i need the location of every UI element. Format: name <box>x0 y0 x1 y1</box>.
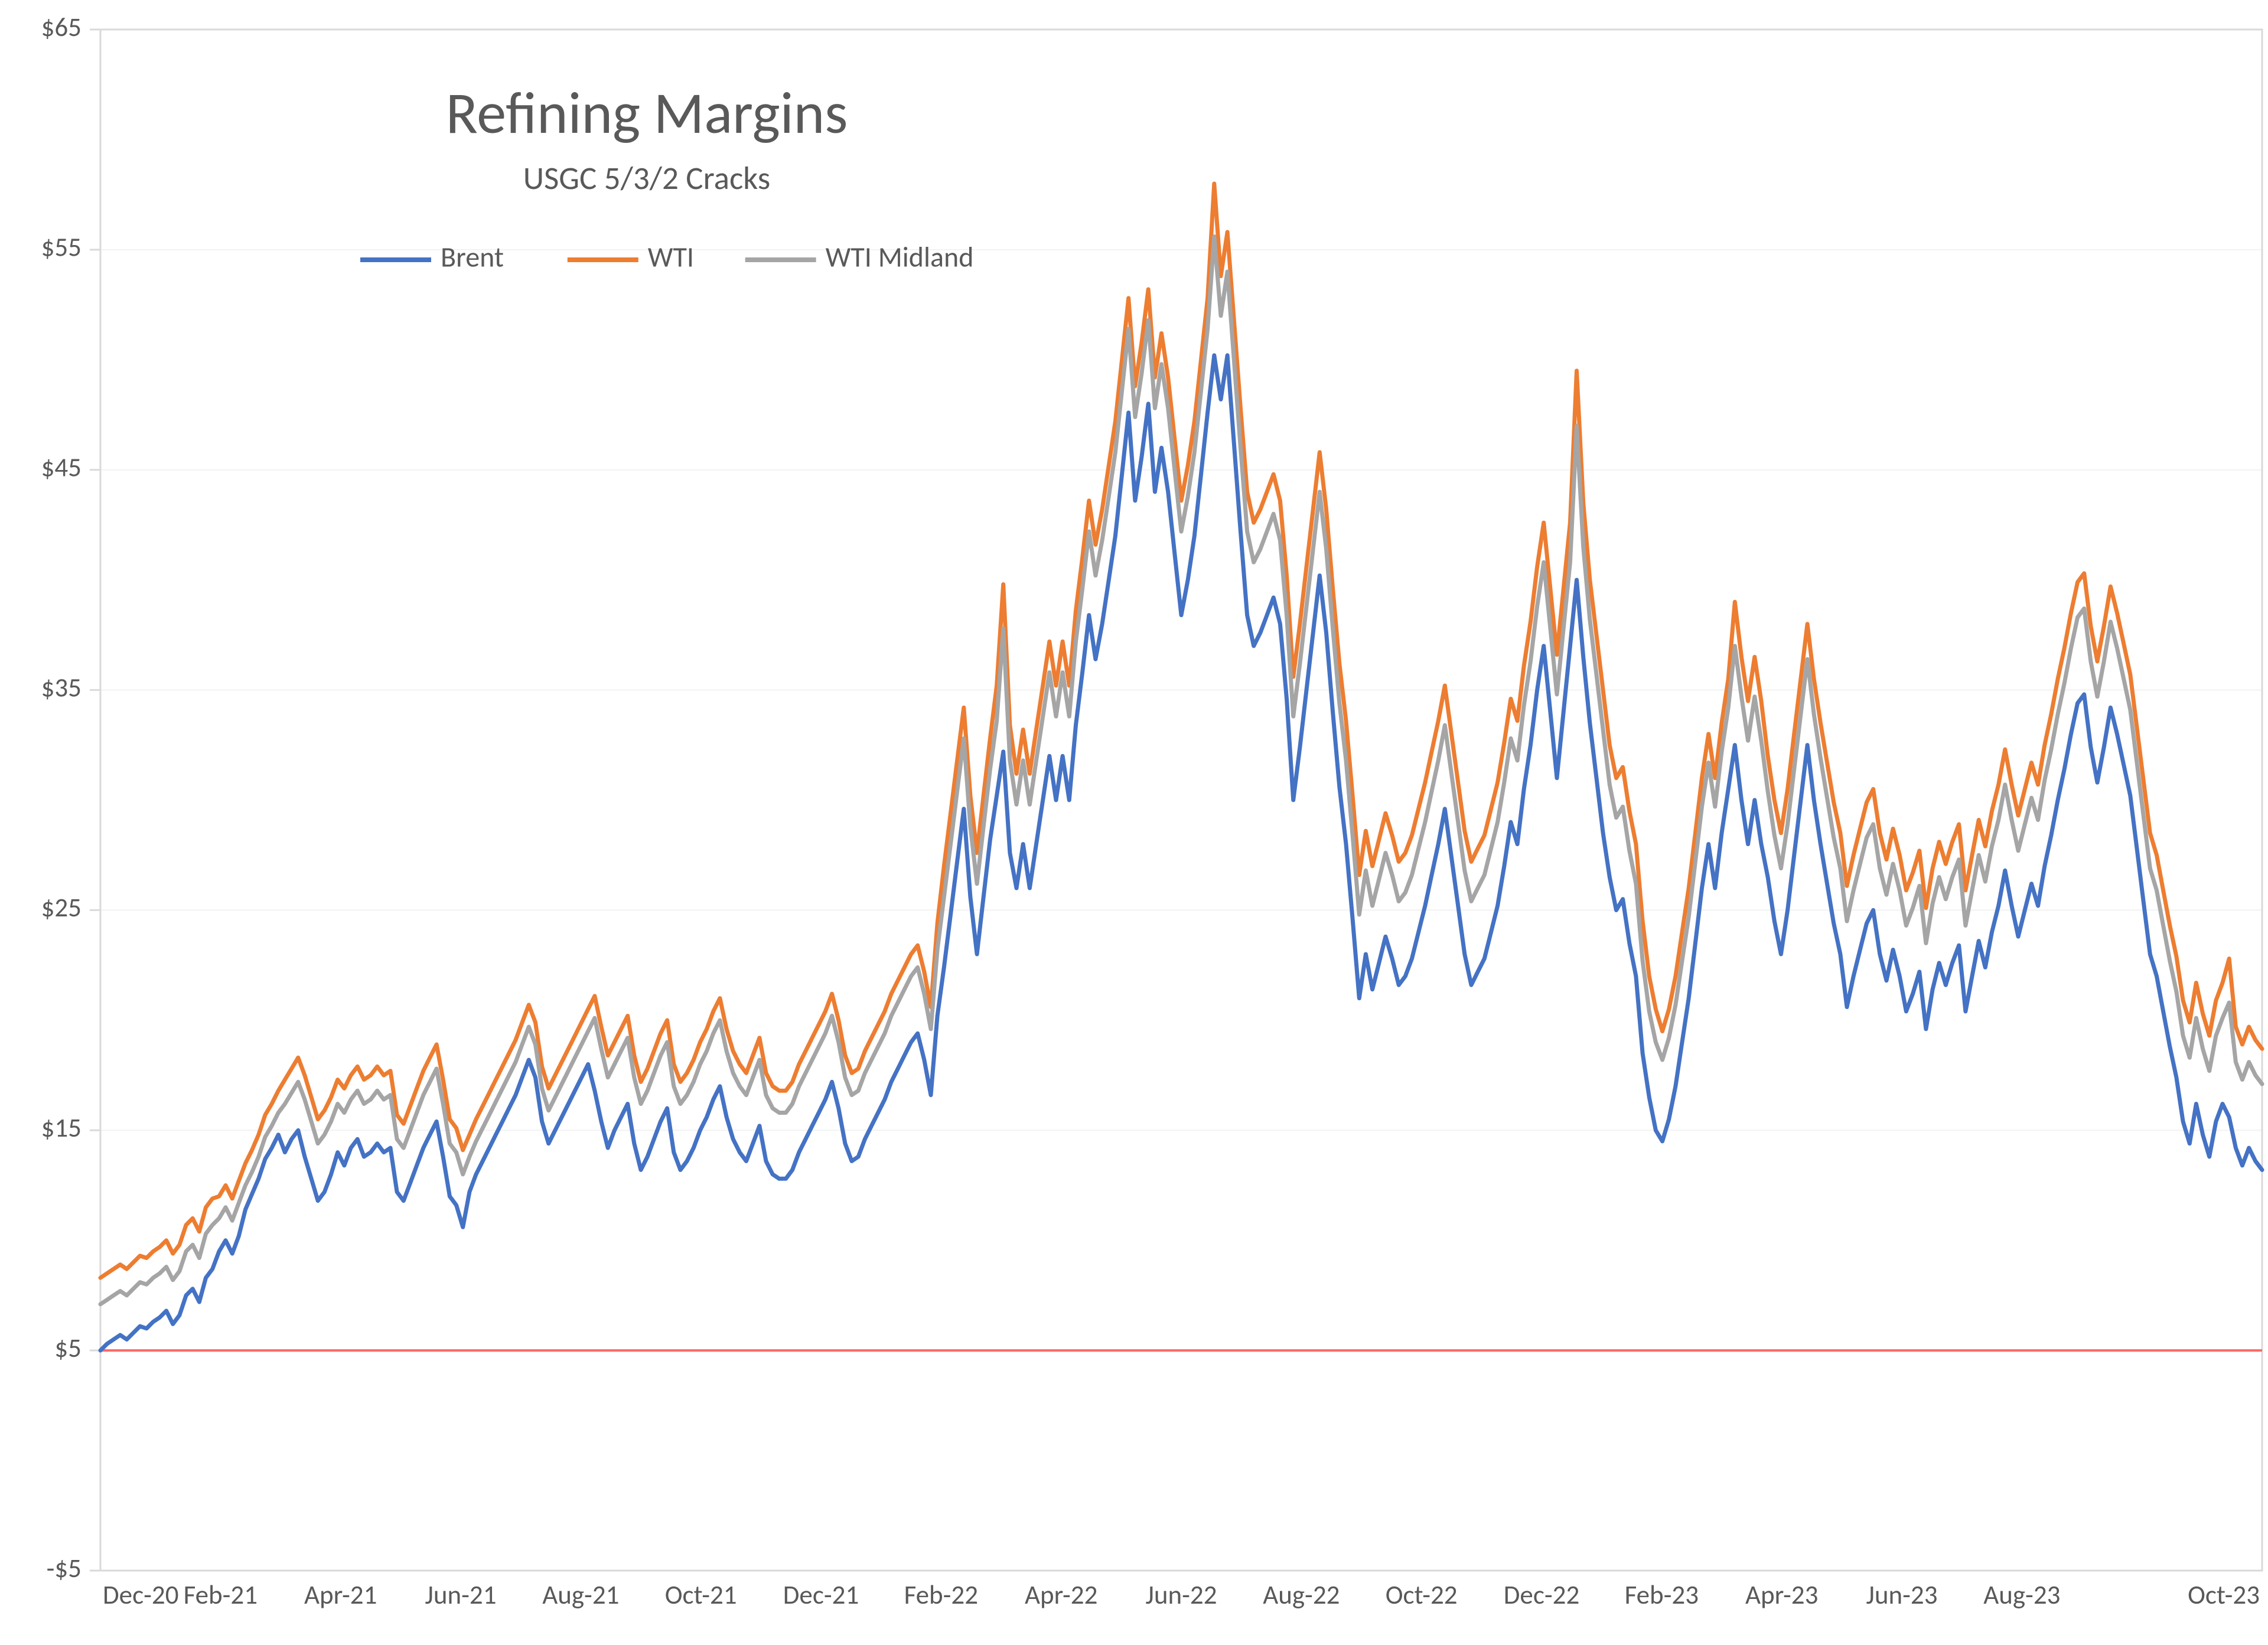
y-tick-label: -$5 <box>47 1552 82 1585</box>
x-tick-label: Feb-22 <box>904 1579 978 1611</box>
legend-label-brent: Brent <box>441 239 504 274</box>
x-tick-label: Apr-21 <box>304 1579 377 1611</box>
x-tick-label: Dec-21 <box>783 1579 859 1611</box>
x-tick-label: Dec-22 <box>1504 1579 1580 1611</box>
x-tick-label: Jun-23 <box>1866 1579 1937 1611</box>
x-tick-label: Aug-22 <box>1263 1579 1340 1611</box>
x-tick-label: Jun-21 <box>425 1579 496 1611</box>
y-tick-label: $25 <box>41 892 82 924</box>
x-tick-label: Aug-21 <box>542 1579 619 1611</box>
x-tick-label: Oct-21 <box>665 1579 737 1611</box>
x-tick-label: Feb-23 <box>1625 1579 1699 1611</box>
x-tick-label: Oct-23 <box>2188 1579 2260 1611</box>
y-tick-label: $55 <box>41 231 82 264</box>
chart-title: Refining Margins <box>446 77 848 149</box>
y-tick-label: $35 <box>41 671 82 704</box>
x-tick-label: Apr-22 <box>1025 1579 1097 1611</box>
legend-label-wti: WTI <box>648 239 694 274</box>
chart-svg: -$5 $5 $15 $25 $35 $45 $55 $65 Dec-20Feb-21 Apr-2… <box>0 0 2268 1645</box>
x-tick-label: Oct-22 <box>1386 1579 1458 1611</box>
y-tick-label: $45 <box>41 451 82 484</box>
legend-label-wti-midland: WTI Midland <box>826 239 974 274</box>
y-tick-label: $65 <box>41 11 82 44</box>
chart-subtitle: USGC 5/3/2 Cracks <box>523 158 771 198</box>
x-tick-label: Jun-22 <box>1145 1579 1217 1611</box>
y-tick-label: $5 <box>54 1332 82 1365</box>
y-tick-label: $15 <box>41 1112 82 1144</box>
x-tick-label: Apr-23 <box>1745 1579 1818 1611</box>
refining-margins-chart: -$5 $5 $15 $25 $35 $45 $55 $65 Dec-20Feb-21 Apr-2… <box>0 0 2268 1645</box>
x-tick-label: Aug-23 <box>1983 1579 2060 1611</box>
x-tick-label: Feb-21 <box>184 1579 258 1611</box>
x-tick-label: Dec-20 <box>103 1579 179 1611</box>
